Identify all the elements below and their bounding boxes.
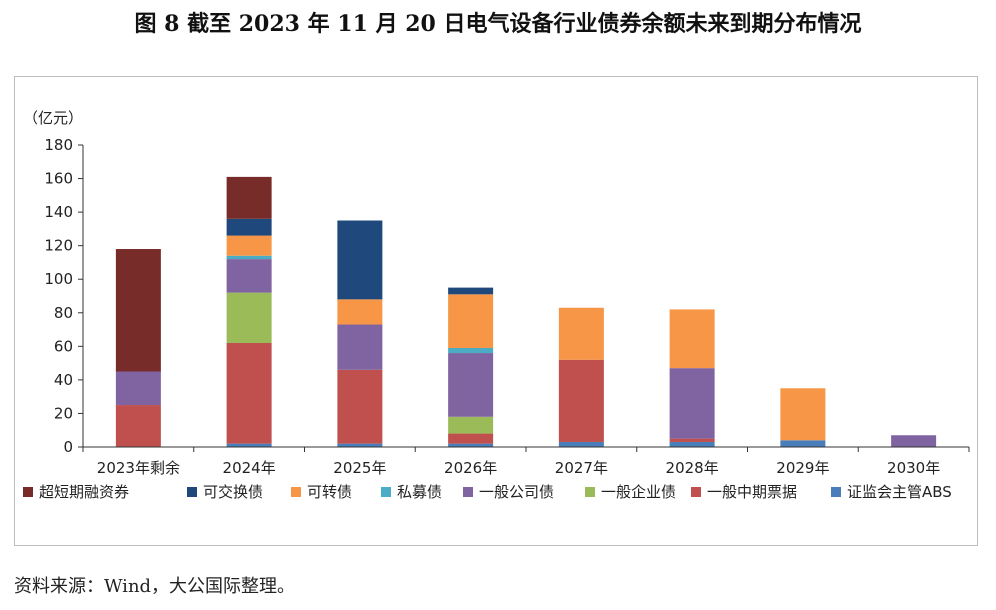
x-tick-label: 2029年	[776, 459, 829, 477]
y-tick-label: 100	[44, 270, 73, 288]
y-tick-label: 0	[63, 438, 73, 456]
legend-label: 可转债	[307, 483, 352, 501]
legend-swatch	[23, 487, 33, 497]
legend: 超短期融资券 可交换债 可转债 私募债 一般公司债 一般企业债 一般中期票据 证监会主管ABS	[23, 483, 952, 501]
legend-swatch	[463, 487, 473, 497]
bar-segment	[337, 220, 383, 300]
x-tick-label: 2024年	[223, 459, 276, 477]
bar-segment	[669, 368, 715, 439]
bar-segment	[115, 249, 161, 372]
legend-swatch	[187, 487, 197, 497]
legend-label: 私募债	[397, 483, 442, 501]
bar-segment	[226, 255, 272, 260]
chart-frame: （亿元） 0 20 40 60 80 100 120 140 160 180 2023年剩余 202…	[14, 76, 978, 546]
bar-segment	[669, 441, 715, 447]
figure-title: 图 8 截至 2023 年 11 月 20 日电气设备行业债券余额未来到期分布情…	[134, 11, 862, 37]
x-tick-label: 2026年	[444, 459, 497, 477]
x-tick-label: 2030年	[887, 459, 940, 477]
y-tick-label: 120	[44, 237, 73, 255]
legend-label: 超短期融资券	[39, 483, 129, 501]
bar-segment	[448, 294, 494, 349]
bars	[115, 176, 937, 447]
bar-segment	[780, 440, 826, 447]
legend-swatch	[585, 487, 595, 497]
bar-segment	[669, 438, 715, 442]
bar-segment	[448, 443, 494, 447]
bar-segment	[448, 416, 494, 434]
bar-segment	[448, 433, 494, 444]
bar-segment	[780, 388, 826, 441]
bar-segment	[226, 235, 272, 256]
legend-swatch	[381, 487, 391, 497]
bar-segment	[669, 309, 715, 369]
bar-segment	[337, 443, 383, 447]
bar-segment	[337, 369, 383, 444]
bar-segment	[115, 371, 161, 406]
y-tick-label: 40	[54, 371, 73, 389]
bar-segment	[226, 342, 272, 444]
legend-label: 证监会主管ABS	[847, 483, 952, 501]
bar-segment	[226, 259, 272, 293]
legend-swatch	[291, 487, 301, 497]
bar-segment	[115, 405, 161, 447]
bar-segment	[226, 292, 272, 343]
source-note: 资料来源：Wind，大公国际整理。	[14, 576, 296, 597]
bar-segment	[891, 435, 937, 447]
bar-segment	[558, 441, 604, 447]
legend-label: 可交换债	[203, 483, 263, 501]
bar-segment	[337, 324, 383, 370]
bar-segment	[448, 353, 494, 417]
x-axis: 2023年剩余 2024年 2025年 2026年 2027年 2028年 2029年 203…	[82, 446, 970, 477]
y-tick-label: 60	[54, 337, 73, 355]
y-tick-label: 140	[44, 203, 73, 221]
legend-swatch	[691, 487, 701, 497]
bar-segment	[558, 307, 604, 360]
bar-segment	[226, 443, 272, 447]
y-tick-label: 160	[44, 170, 73, 188]
y-tick-label: 180	[44, 136, 73, 154]
y-tick-label: 20	[54, 404, 73, 422]
x-tick-label: 2025年	[333, 459, 386, 477]
y-axis-unit-label: （亿元）	[23, 109, 83, 127]
bar-segment	[226, 176, 272, 219]
bar-segment	[337, 299, 383, 325]
legend-label: 一般公司债	[479, 483, 554, 501]
legend-swatch	[831, 487, 841, 497]
x-tick-label: 2023年剩余	[97, 459, 180, 477]
y-tick-label: 80	[54, 304, 73, 322]
bar-segment	[448, 348, 494, 354]
x-tick-label: 2027年	[555, 459, 608, 477]
legend-label: 一般企业债	[601, 483, 676, 501]
y-axis: 0 20 40 60 80 100 120 140 160 180	[44, 136, 84, 456]
legend-label: 一般中期票据	[707, 483, 797, 501]
bar-segment	[448, 287, 494, 295]
bar-segment	[558, 359, 604, 442]
bar-segment	[226, 218, 272, 236]
x-tick-label: 2028年	[666, 459, 719, 477]
